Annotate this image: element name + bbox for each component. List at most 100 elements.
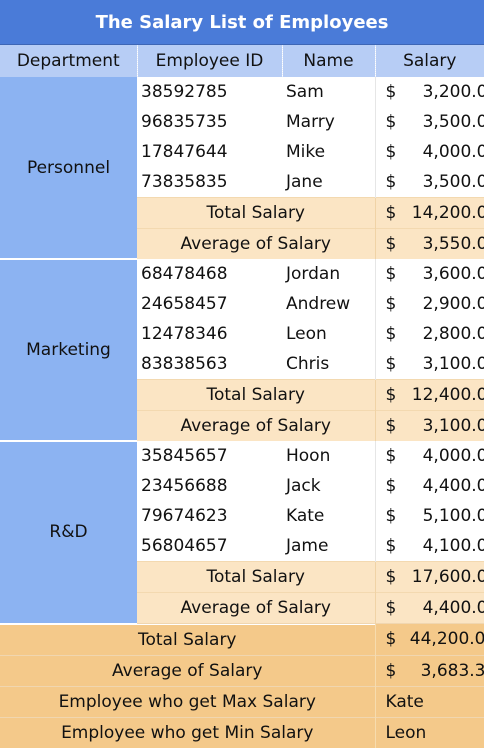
currency-symbol: $ [385, 567, 397, 587]
currency-symbol: $ [385, 294, 397, 314]
department-average-value: $3,550.0 [374, 228, 484, 259]
employee-id: 35845657 [141, 446, 228, 466]
currency-symbol: $ [385, 446, 397, 466]
currency-symbol: $ [385, 476, 397, 496]
employee-row: Marketing 68478468 Jordan $3,600.0 [0, 259, 484, 442]
grand-total-label: Total Salary [0, 623, 375, 655]
header-name: Name [282, 44, 376, 77]
currency-symbol: $ [385, 112, 397, 132]
department-total-amount: 14,200.0 [411, 203, 484, 223]
header-department: Department [0, 44, 138, 77]
employee-row: 23456688 Jack $4,400.0 [0, 471, 484, 501]
salary-amount: 3,600.0 [422, 264, 484, 284]
max-salary-label: Employee who get Max Salary [0, 685, 375, 717]
currency-symbol: $ [385, 416, 397, 436]
department-average-amount: 4,400.0 [422, 598, 484, 618]
department-average-row: Average of Salary $4,400.0 [0, 592, 484, 624]
max-salary-row: Employee who get Max Salary Kate [0, 685, 484, 717]
department-total-label: Total Salary [137, 197, 375, 229]
employee-id: 83838563 [141, 354, 228, 374]
employee-name: Marry [286, 112, 335, 132]
employee-row: 17847644 Mike $4,000.0 [0, 137, 484, 167]
employee-id: 68478468 [141, 264, 228, 284]
currency-symbol: $ [385, 82, 397, 102]
department-total-row: Total Salary $14,200.0 [0, 197, 484, 229]
department-total-row: Total Salary $12,400.0 [0, 379, 484, 411]
department-average-label: Average of Salary [137, 592, 375, 624]
department-name: R&D [0, 441, 137, 625]
currency-symbol: $ [385, 324, 397, 344]
employee-name: Jame [286, 536, 329, 556]
employee-row: R&D 35845657 Hoon $4,000.0 [0, 441, 484, 625]
department-average-amount: 3,550.0 [422, 234, 484, 254]
salary-amount: 3,500.0 [422, 112, 484, 132]
min-salary-label: Employee who get Min Salary [0, 716, 375, 748]
salary-amount: 3,500.0 [422, 172, 484, 192]
employee-name: Leon [286, 324, 327, 344]
currency-symbol: $ [385, 203, 397, 223]
salary-amount: 3,100.0 [422, 354, 484, 374]
currency-symbol: $ [385, 506, 397, 526]
employee-name: Sam [286, 82, 324, 102]
department-total-value: $17,600.0 [374, 561, 484, 593]
department-average-value: $3,100.0 [374, 410, 484, 441]
currency-symbol: $ [385, 264, 397, 284]
employee-salary: $4,000.0 [374, 137, 484, 167]
grand-total-amount: 44,200.0 [409, 629, 484, 650]
department-average-value: $4,400.0 [374, 592, 484, 624]
employee-salary: $4,100.0 [374, 531, 484, 562]
employee-id: 73835835 [141, 172, 228, 192]
employee-row: 79674623 Kate $5,100.0 [0, 501, 484, 531]
employee-row: 83838563 Chris $3,100.0 [0, 349, 484, 380]
currency-symbol: $ [385, 660, 397, 681]
employee-row: 73835835 Jane $3,500.0 [0, 167, 484, 198]
currency-symbol: $ [385, 234, 397, 254]
salary-amount: 2,900.0 [422, 294, 484, 314]
employee-id: 12478346 [141, 324, 228, 344]
department-average-label: Average of Salary [137, 410, 375, 441]
currency-symbol: $ [385, 629, 397, 650]
currency-symbol: $ [385, 385, 397, 405]
employee-salary: $3,200.0 [374, 77, 484, 107]
department-average-label: Average of Salary [137, 228, 375, 259]
employee-id: 23456688 [141, 476, 228, 496]
header-salary: Salary [375, 44, 484, 77]
employee-name: Jordan [286, 264, 341, 284]
currency-symbol: $ [385, 172, 397, 192]
employee-name: Jane [286, 172, 323, 192]
department-average-amount: 3,100.0 [422, 416, 484, 436]
grand-average-row: Average of Salary $3,683.3 [0, 654, 484, 686]
employee-id: 38592785 [141, 82, 228, 102]
max-salary-name: Kate [374, 685, 484, 717]
department-total-amount: 17,600.0 [411, 567, 484, 587]
employee-name: Mike [286, 142, 326, 162]
employee-name: Chris [286, 354, 330, 374]
employee-salary: $3,600.0 [374, 259, 484, 289]
employee-salary: $4,000.0 [374, 441, 484, 471]
salary-amount: 4,000.0 [422, 446, 484, 466]
employee-id: 56804657 [141, 536, 228, 556]
employee-row: 96835735 Marry $3,500.0 [0, 107, 484, 137]
employee-row: 12478346 Leon $2,800.0 [0, 319, 484, 349]
employee-id: 17847644 [141, 142, 228, 162]
grand-average-value: $3,683.3 [374, 654, 484, 686]
employee-salary: $5,100.0 [374, 501, 484, 531]
grand-average-amount: 3,683.3 [420, 660, 484, 681]
employee-salary: $3,100.0 [374, 349, 484, 380]
employee-name: Hoon [286, 446, 331, 466]
employee-row: 24658457 Andrew $2,900.0 [0, 289, 484, 319]
employee-row: Personnel 38592785 Sam $3,200.0 [0, 77, 484, 260]
employee-salary: $3,500.0 [374, 107, 484, 137]
department-total-row: Total Salary $17,600.0 [0, 561, 484, 593]
department-name: Personnel [0, 77, 137, 260]
employee-id: 24658457 [141, 294, 228, 314]
salary-amount: 5,100.0 [422, 506, 484, 526]
salary-amount: 2,800.0 [422, 324, 484, 344]
department-total-label: Total Salary [137, 561, 375, 593]
grand-total-value: $44,200.0 [374, 623, 484, 655]
employee-salary: $4,400.0 [374, 471, 484, 501]
salary-amount: 4,100.0 [422, 536, 484, 556]
employee-row: 56804657 Jame $4,100.0 [0, 531, 484, 562]
currency-symbol: $ [385, 354, 397, 374]
